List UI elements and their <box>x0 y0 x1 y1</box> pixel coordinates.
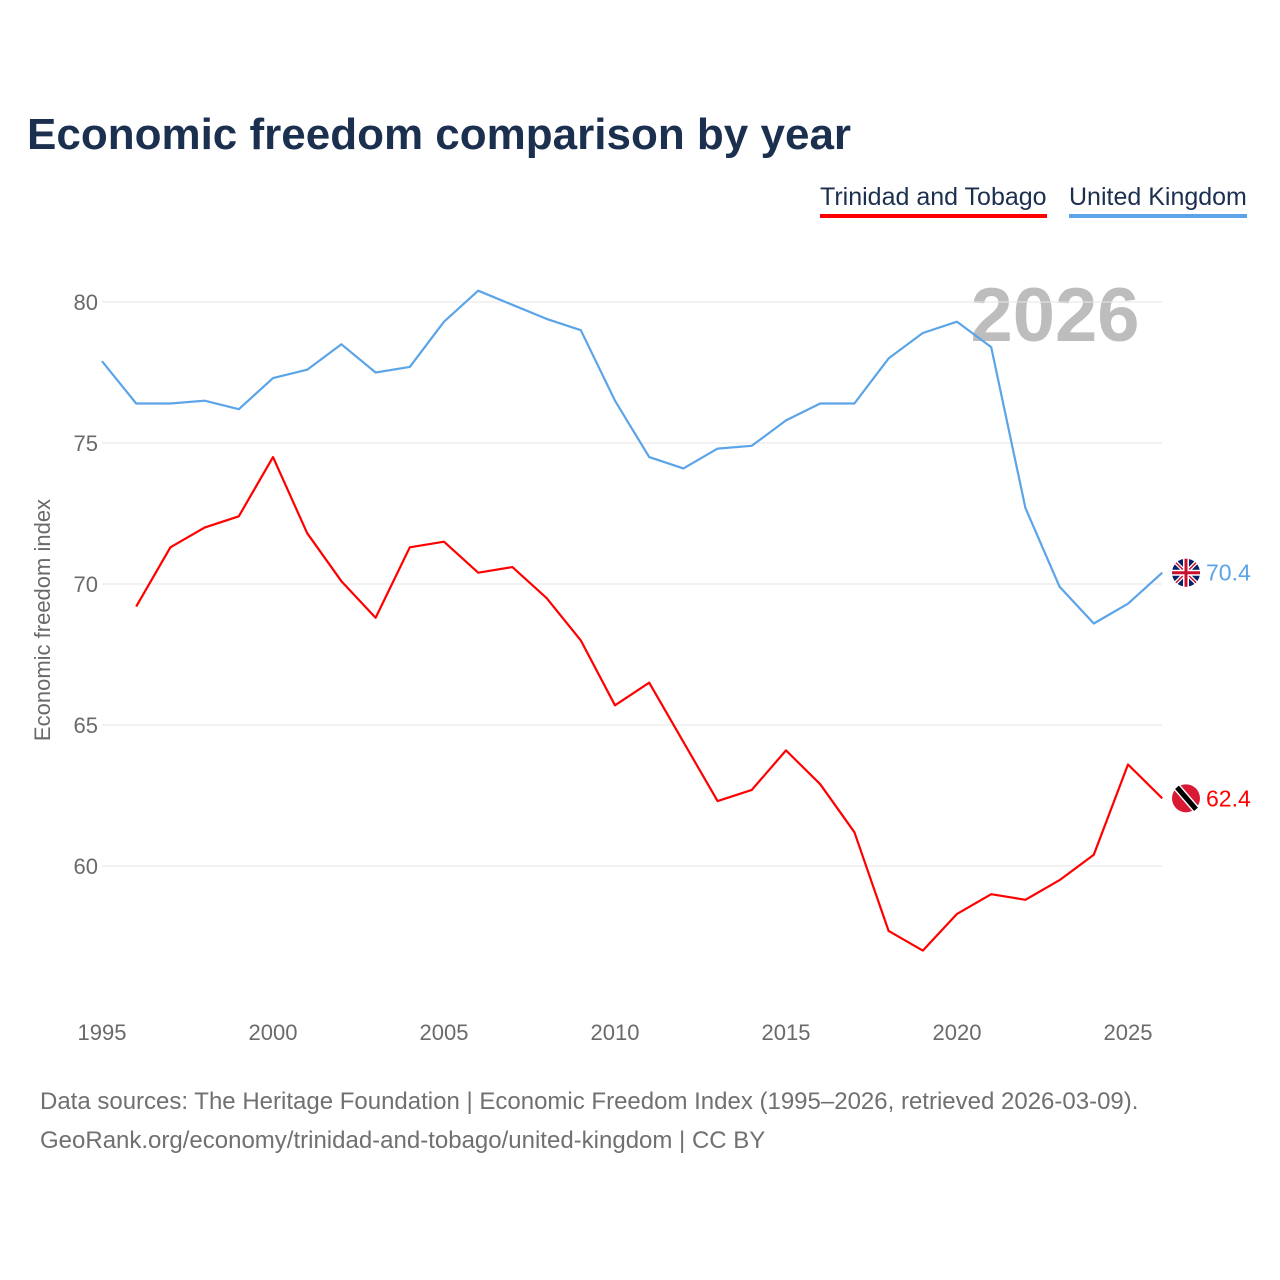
y-axis-label: Economic freedom index <box>30 499 55 741</box>
y-tick-label: 75 <box>74 431 98 456</box>
series-line-trinidad-and-tobago <box>135 456 1163 952</box>
trinidad-and-tobago-flag-icon <box>1172 784 1200 813</box>
end-value-label: 70.4 <box>1206 560 1251 586</box>
x-tick-label: 2020 <box>933 1020 982 1045</box>
chart-title: Economic freedom comparison by year <box>27 110 852 159</box>
x-tick-label: 2025 <box>1104 1020 1153 1045</box>
legend-united-kingdom[interactable]: United Kingdom <box>1069 183 1247 218</box>
y-tick-label: 70 <box>74 572 98 597</box>
footer-link[interactable]: GeoRank.org/economy/trinidad-and-tobago/… <box>40 1127 766 1154</box>
x-tick-label: 2005 <box>420 1020 469 1045</box>
year-watermark: 2026 <box>970 273 1139 358</box>
end-value-label: 62.4 <box>1206 785 1251 811</box>
uk-flag-icon <box>1172 558 1200 587</box>
x-tick-label: 2000 <box>249 1020 298 1045</box>
legend-trinidad-and-tobago[interactable]: Trinidad and Tobago <box>820 183 1047 218</box>
footer-sources: Data sources: The Heritage Foundation | … <box>40 1088 1139 1115</box>
series-line-united-kingdom <box>101 289 1163 625</box>
x-tick-label: 2010 <box>591 1020 640 1045</box>
y-tick-label: 60 <box>74 854 98 879</box>
x-tick-label: 1995 <box>78 1020 127 1045</box>
y-tick-label: 65 <box>74 713 98 738</box>
y-tick-label: 80 <box>74 290 98 315</box>
x-tick-label: 2015 <box>762 1020 811 1045</box>
